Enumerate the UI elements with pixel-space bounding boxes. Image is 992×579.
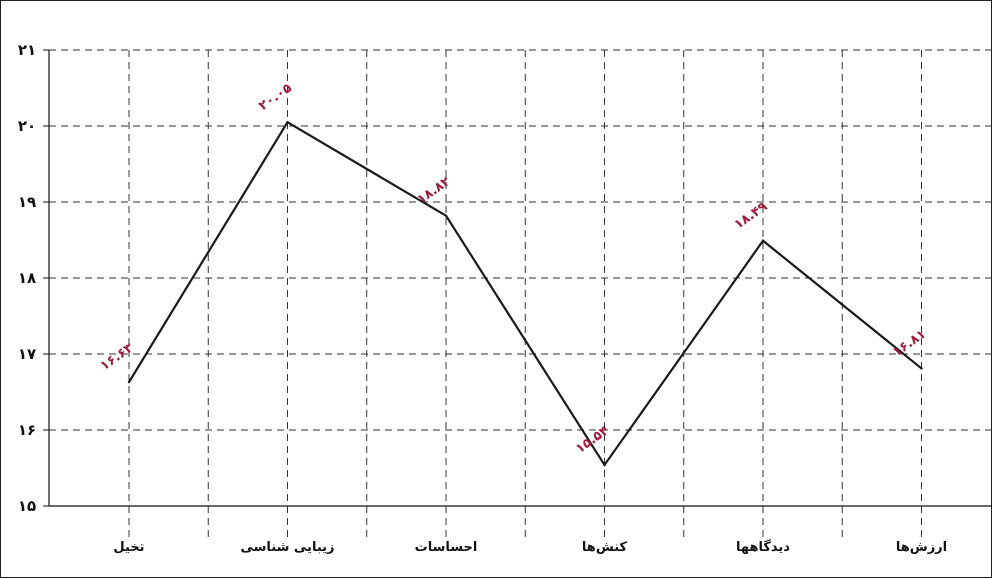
data-point xyxy=(286,121,289,124)
y-tick-label: ۱۹ xyxy=(18,193,36,211)
data-label: ۱۵.۵۴ xyxy=(573,423,612,456)
x-category-label: ارزش‌ها xyxy=(896,540,947,555)
series xyxy=(127,120,923,467)
y-tick-label: ۱۵ xyxy=(18,497,36,515)
y-tick-label: ۲۰ xyxy=(18,117,36,135)
data-point xyxy=(920,367,923,370)
x-category-label: دیدگاهها xyxy=(736,539,790,555)
x-category-label: زیبایی شناسی xyxy=(240,540,334,555)
y-tick-label: ۱۸ xyxy=(18,269,36,287)
data-label: ۱۸.۴۹ xyxy=(732,199,771,232)
axes xyxy=(43,49,992,507)
grid xyxy=(49,49,992,541)
data-label: ۱۶.۸۱ xyxy=(890,327,929,360)
y-tick-labels: ۱۵ ۱۶ ۱۷ ۱۸ ۱۹ ۲۰ ۲۱ xyxy=(18,41,36,515)
data-label: ۱۶.۶۳ xyxy=(98,341,137,374)
data-point xyxy=(603,463,606,467)
x-category-labels: تخیل زیبایی شناسی احساسات کنش‌ها دیدگاهها ارز… xyxy=(113,539,947,555)
data-point xyxy=(444,214,448,217)
y-tick-label: ۲۱ xyxy=(18,41,36,59)
series-line xyxy=(128,120,923,467)
data-label: ۲۰.۰۵ xyxy=(256,81,295,114)
y-tick-label: ۱۷ xyxy=(18,345,36,363)
y-tick-label: ۱۶ xyxy=(18,421,36,439)
data-point xyxy=(127,380,131,384)
x-category-label: احساسات xyxy=(415,540,478,555)
data-point xyxy=(761,239,765,242)
x-category-label: تخیل xyxy=(113,540,144,555)
x-category-label: کنش‌ها xyxy=(582,540,628,555)
